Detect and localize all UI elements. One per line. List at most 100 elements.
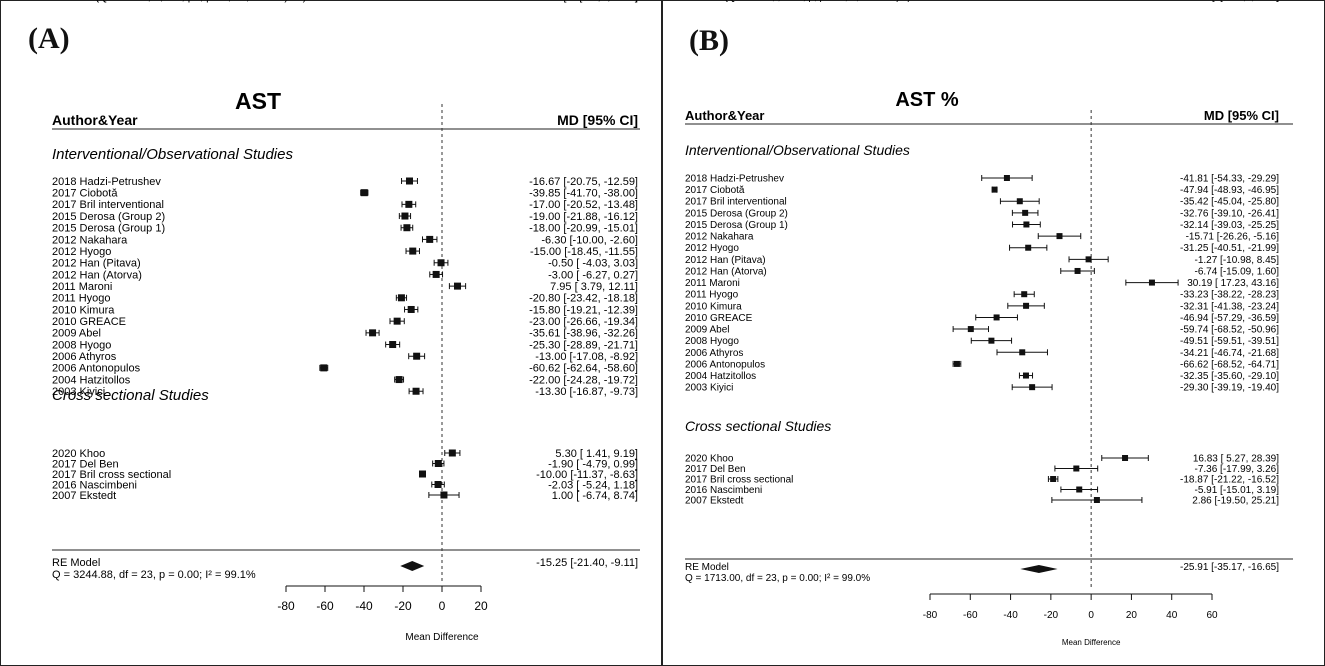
study-md-ci: -32.76 [-39.10, -26.41] bbox=[1180, 208, 1279, 219]
point-estimate bbox=[434, 481, 442, 488]
point-estimate bbox=[1022, 372, 1029, 379]
point-estimate bbox=[1003, 175, 1010, 181]
point-estimate bbox=[437, 259, 445, 267]
point-estimate bbox=[401, 212, 409, 220]
study-md-ci: 2.86 [-19.50, 25.21] bbox=[1192, 496, 1279, 507]
study-label: 2006 Antonopulos bbox=[52, 363, 141, 375]
study-md-ci: -1.27 [-10.98, 8.45] bbox=[1194, 255, 1279, 266]
point-estimate bbox=[419, 470, 426, 478]
study-md-ci: 5.30 [ 1.41, 9.19] bbox=[555, 448, 638, 460]
study-md-ci: 7.95 [ 3.79, 12.11] bbox=[550, 281, 638, 293]
x-axis-label: Mean Difference bbox=[405, 632, 479, 643]
study-label: 2016 Nascimbeni bbox=[685, 485, 762, 496]
point-estimate bbox=[369, 329, 377, 337]
point-estimate bbox=[991, 186, 998, 193]
point-estimate bbox=[1023, 221, 1030, 228]
point-estimate bbox=[409, 247, 417, 255]
study-md-ci: -46.94 [-57.29, -36.59] bbox=[1180, 313, 1279, 324]
point-estimate bbox=[1148, 279, 1155, 286]
study-md-ci: -6.74 [-15.09, 1.60] bbox=[1194, 266, 1279, 277]
study-label: 2011 Hyogo bbox=[52, 293, 111, 305]
point-estimate bbox=[1073, 465, 1080, 472]
study-label: 2017 Del Ben bbox=[52, 458, 119, 470]
study-label: 2012 Nakahara bbox=[52, 234, 128, 246]
point-estimate bbox=[1029, 384, 1036, 391]
point-estimate bbox=[1021, 291, 1028, 298]
study-label: 2017 Bril interventional bbox=[52, 199, 164, 211]
forest-plot-a: AST Author&Year MD [95% CI] Interventional/… bbox=[52, 0, 640, 643]
study-label: 2017 Del Ben bbox=[685, 464, 746, 475]
point-estimate bbox=[1050, 476, 1057, 482]
study-md-ci: -18.87 [-21.22, -16.52] bbox=[1180, 475, 1279, 486]
point-estimate bbox=[393, 317, 401, 325]
study-md-ci: -33.23 [-38.22, -28.23] bbox=[1180, 290, 1279, 301]
header-author-year: Author&Year bbox=[52, 112, 138, 128]
point-estimate bbox=[1016, 198, 1023, 205]
study-label: 2010 Kimura bbox=[52, 304, 115, 316]
point-estimate bbox=[1019, 349, 1026, 356]
subtotal-label: Subtotal (Q = 46.66, df = 4, p = 0.00; I… bbox=[685, 0, 900, 3]
study-md-ci: -0.50 [ -4.03, 3.03] bbox=[548, 258, 638, 270]
study-label: 2011 Maroni bbox=[52, 281, 112, 293]
subtotal-md-ci: -31.78 [-41.45, -22.11] bbox=[1181, 0, 1279, 3]
study-md-ci: -39.85 [-41.70, -38.00] bbox=[529, 188, 638, 200]
study-label: 2004 Hatzitollos bbox=[685, 371, 756, 382]
x-tick-label: -80 bbox=[277, 599, 295, 613]
study-label: 2004 Hatzitollos bbox=[52, 374, 131, 386]
study-label: 2020 Khoo bbox=[52, 448, 105, 460]
study-label: 2003 Kiyici bbox=[52, 386, 105, 398]
study-label: 2008 Hyogo bbox=[685, 336, 739, 347]
study-label: 2008 Hyogo bbox=[52, 339, 111, 351]
study-label: 2012 Han (Pitava) bbox=[52, 258, 141, 270]
study-label: 2017 Bril cross sectional bbox=[52, 469, 171, 481]
point-estimate bbox=[967, 326, 974, 333]
study-md-ci: -5.91 [-15.01, 3.19] bbox=[1194, 485, 1279, 496]
x-tick-label: 60 bbox=[1206, 610, 1218, 621]
study-label: 2010 GREACE bbox=[685, 313, 753, 324]
overall-label: RE Model bbox=[685, 562, 729, 573]
x-tick-label: -40 bbox=[1003, 610, 1018, 621]
study-md-ci: -7.36 [-17.99, 3.26] bbox=[1194, 464, 1279, 475]
x-tick-label: 40 bbox=[1166, 610, 1178, 621]
study-label: 2007 Ekstedt bbox=[685, 496, 744, 507]
study-md-ci: 1.00 [ -6.74, 8.74] bbox=[552, 490, 638, 502]
study-label: 2017 Bril cross sectional bbox=[685, 475, 793, 486]
study-md-ci: -49.51 [-59.51, -39.51] bbox=[1180, 336, 1279, 347]
group-heading: Cross sectional Studies bbox=[52, 387, 209, 404]
point-estimate bbox=[360, 189, 368, 197]
overall-label: RE Model bbox=[52, 557, 100, 569]
study-md-ci: -35.61 [-38.96, -32.26] bbox=[529, 328, 638, 340]
point-estimate bbox=[1076, 486, 1083, 493]
group-heading: Cross sectional Studies bbox=[685, 418, 831, 434]
overall-stats: Q = 3244.88, df = 23, p = 0.00; I² = 99.… bbox=[52, 569, 256, 581]
header-md-ci: MD [95% CI] bbox=[1204, 108, 1279, 123]
study-label: 2012 Han (Atorva) bbox=[52, 269, 142, 281]
study-md-ci: -17.00 [-20.52, -13.48] bbox=[529, 199, 638, 211]
point-estimate bbox=[1093, 497, 1100, 503]
subtotal-label: Subtotal (Q = 2399.54, df = 18, p = 0.00… bbox=[52, 0, 306, 3]
study-md-ci: -66.62 [-68.52, -64.71] bbox=[1180, 359, 1279, 370]
point-estimate bbox=[448, 449, 456, 457]
x-axis-label: Mean Difference bbox=[1062, 638, 1121, 647]
point-estimate bbox=[405, 177, 413, 185]
point-estimate bbox=[320, 364, 328, 372]
study-md-ci: -35.42 [-45.04, -25.80] bbox=[1180, 197, 1279, 208]
study-md-ci: -15.80 [-19.21, -12.39] bbox=[529, 304, 638, 316]
point-estimate bbox=[1122, 455, 1129, 461]
study-label: 2006 Antonopulos bbox=[685, 359, 765, 370]
overall-md-ci: -25.91 [-35.17, -16.65] bbox=[1180, 562, 1279, 573]
study-label: 2006 Athyros bbox=[685, 348, 743, 359]
point-estimate bbox=[1074, 267, 1081, 274]
point-estimate bbox=[432, 270, 440, 278]
forest-panel-b: (B) AST % Author&Year MD [95% CI] Intervent… bbox=[663, 0, 1325, 666]
study-label: 2017 Ciobotă bbox=[52, 188, 118, 200]
study-label: 2011 Hyogo bbox=[685, 290, 739, 301]
panel-label: (B) bbox=[689, 24, 729, 57]
study-md-ci: -6.30 [-10.00, -2.60] bbox=[541, 234, 638, 246]
study-label: 2011 Maroni bbox=[685, 278, 740, 289]
point-estimate bbox=[395, 376, 403, 384]
point-estimate bbox=[407, 305, 415, 313]
x-tick-label: 20 bbox=[1126, 610, 1138, 621]
forest-plot-b: AST % Author&Year MD [95% CI] Interventiona… bbox=[685, 0, 1293, 647]
study-md-ci: -15.71 [-26.26, -5.16] bbox=[1186, 232, 1280, 243]
